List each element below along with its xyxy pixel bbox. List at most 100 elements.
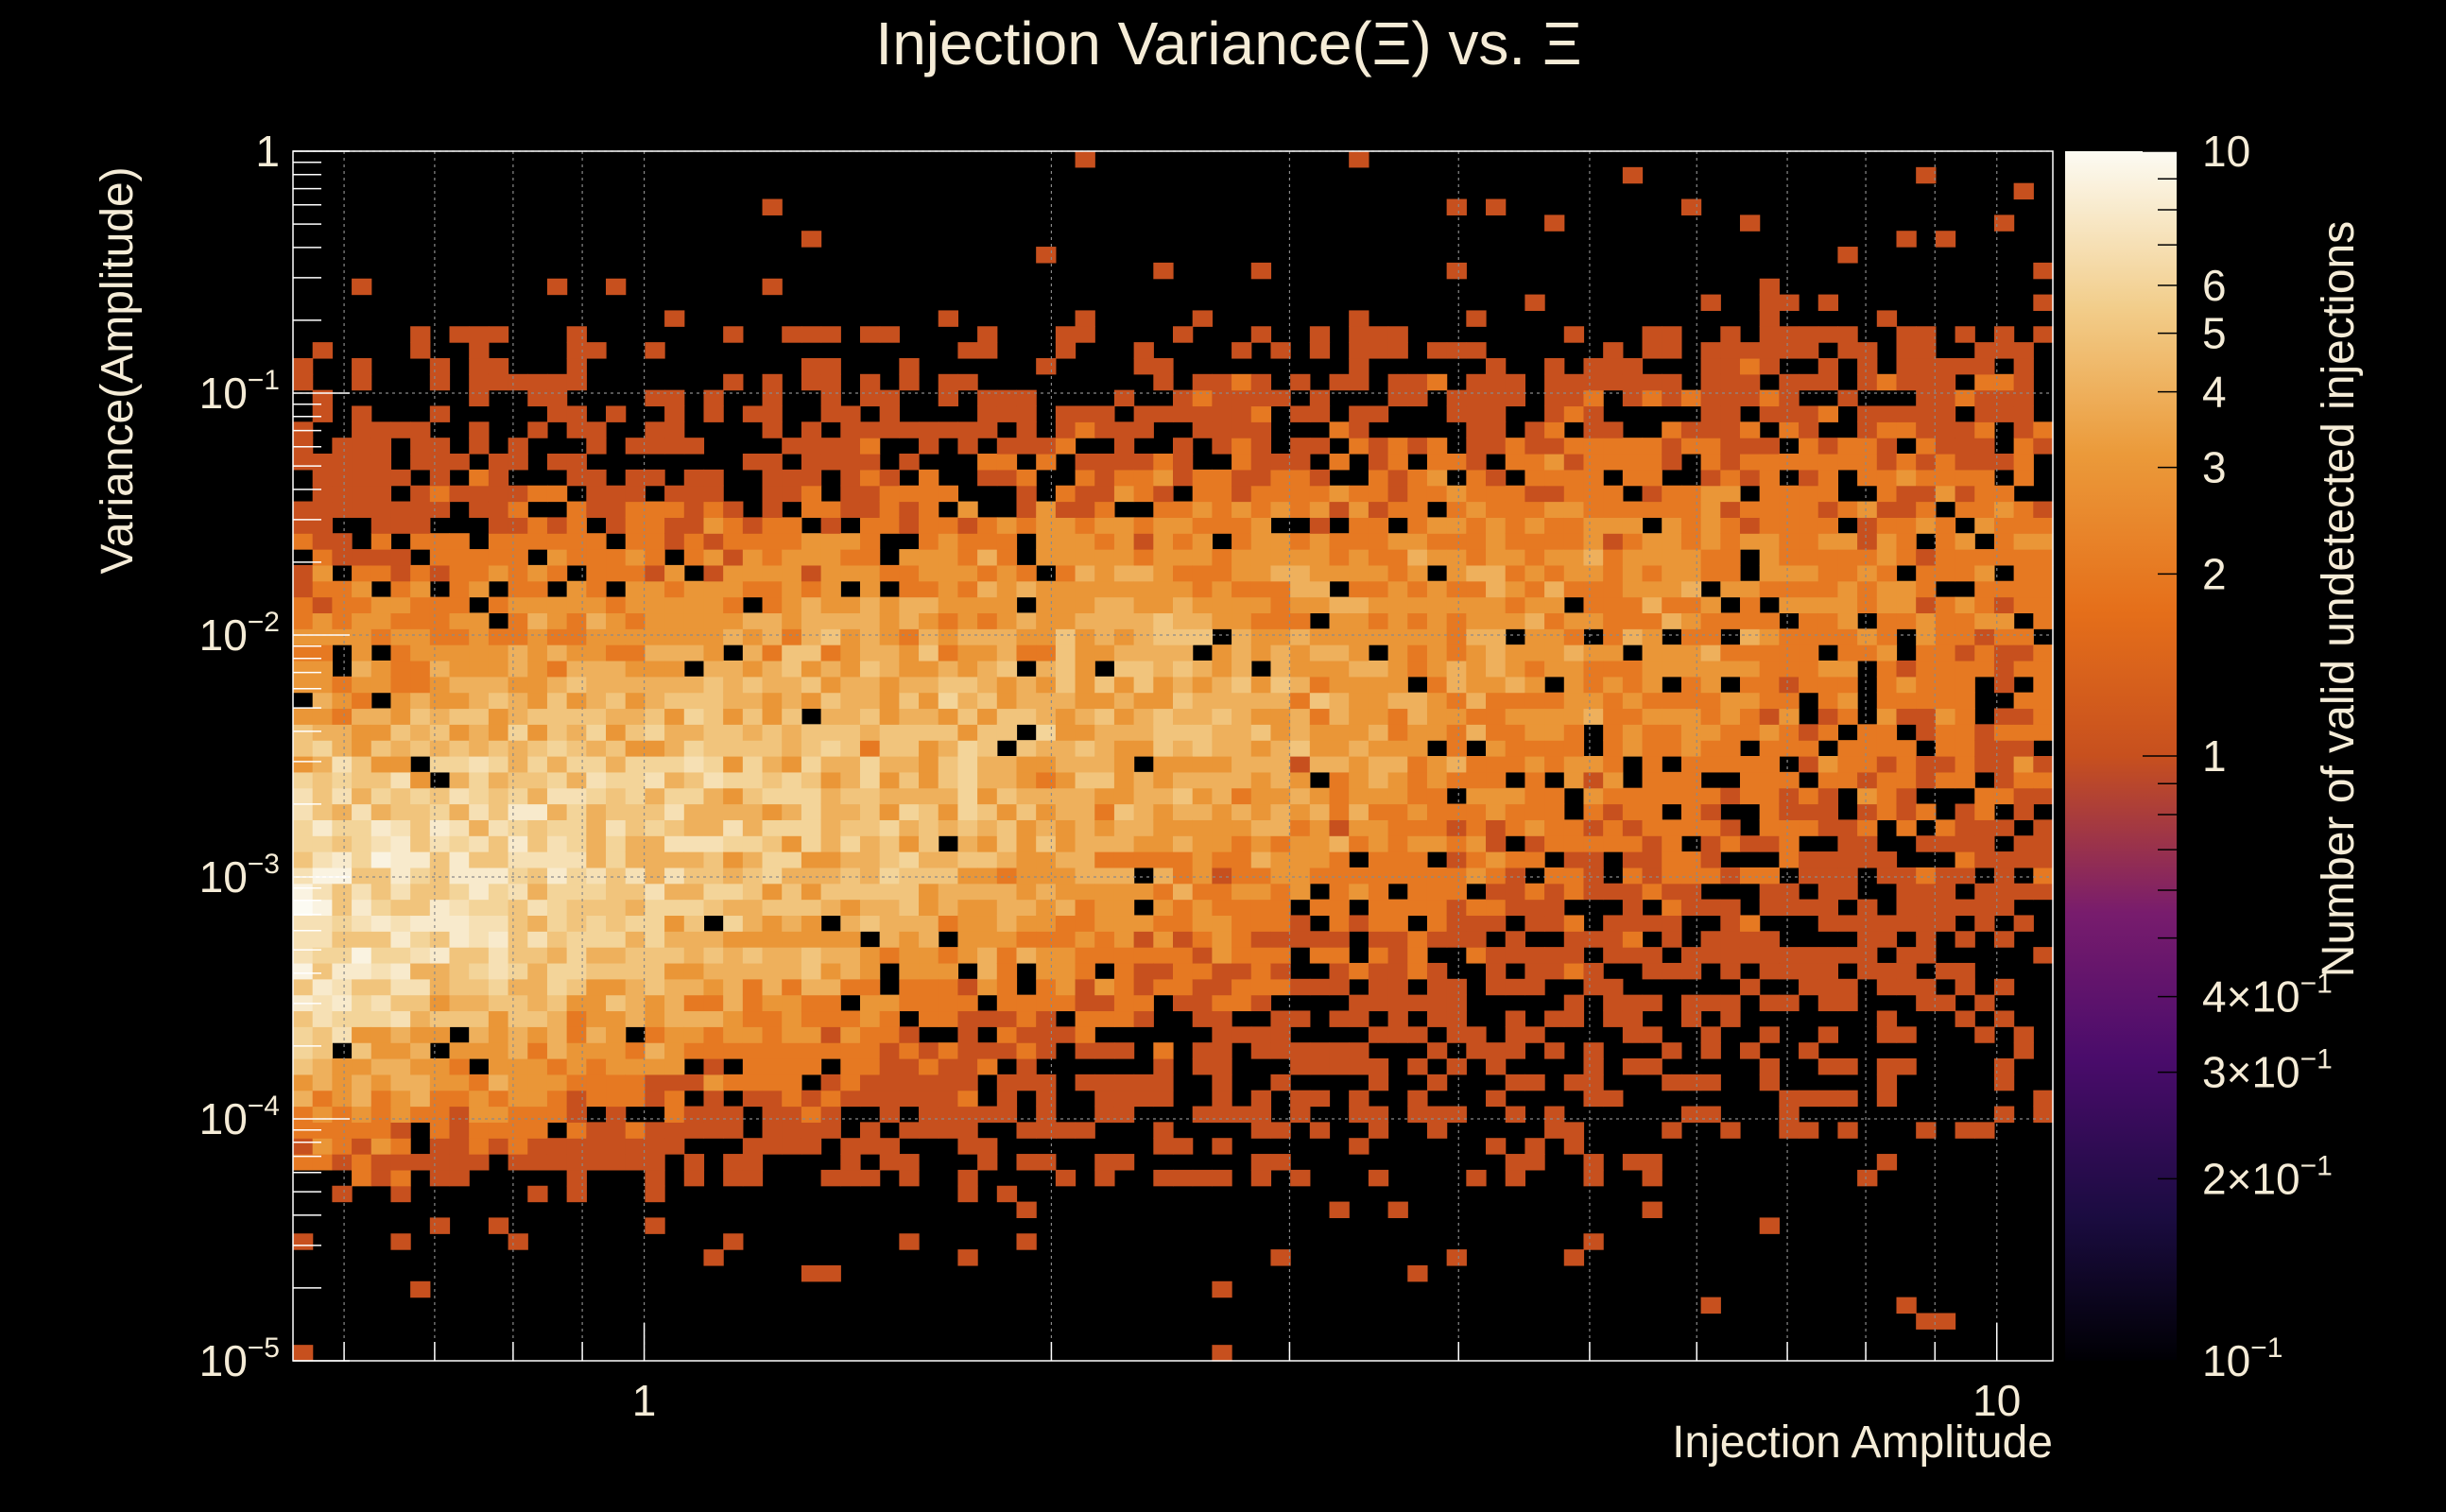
heat-cell [429, 851, 451, 868]
heat-cell [1486, 771, 1507, 789]
heat-cell [1153, 851, 1174, 868]
heat-cell [1563, 1138, 1585, 1155]
heat-cell [1974, 883, 1995, 901]
heat-cell [1700, 1106, 1721, 1123]
heat-cell [1250, 1026, 1272, 1043]
heat-cell [1974, 580, 1995, 598]
heat-cell [566, 676, 587, 694]
heat-cell [352, 740, 372, 757]
heat-cell [919, 835, 939, 852]
heat-cell [1232, 438, 1252, 455]
heat-cell [1309, 851, 1331, 868]
heat-cell [1955, 771, 1975, 789]
heat-cell [1662, 517, 1682, 534]
heat-cell [801, 501, 822, 518]
heat-cell [1563, 564, 1585, 582]
heat-cell [1700, 724, 1721, 741]
heat-cell [1192, 660, 1213, 678]
heat-cell [332, 851, 353, 868]
heat-cell [1036, 580, 1057, 598]
heat-cell [1680, 708, 1702, 725]
heat-cell [820, 1010, 841, 1027]
heat-cell [1192, 485, 1213, 503]
heat-cell [566, 787, 587, 805]
heat-cell [1133, 644, 1154, 662]
heat-cell [977, 549, 998, 566]
heat-cell [1622, 1026, 1644, 1043]
heat-cell [508, 438, 528, 455]
heat-cell [820, 931, 841, 948]
heat-cell [1212, 580, 1232, 598]
heat-cell [1505, 1074, 1525, 1091]
heat-cell [586, 644, 607, 662]
heat-cell [586, 756, 607, 773]
heat-cell [1700, 994, 1721, 1012]
heat-cell [2033, 326, 2054, 343]
heat-cell [703, 469, 724, 487]
heat-cell [527, 931, 548, 948]
heat-cell [410, 1074, 431, 1091]
heat-cell [1955, 485, 1975, 503]
heat-cell [1055, 931, 1077, 948]
heat-cell [645, 676, 665, 694]
heat-cell [1349, 660, 1369, 678]
heat-cell [1993, 708, 2015, 725]
heat-cell [293, 1138, 314, 1155]
heat-cell [469, 1154, 490, 1171]
heat-cell [1113, 1042, 1135, 1059]
heat-cell [370, 962, 392, 980]
heat-cell [1387, 740, 1408, 757]
heat-cell [352, 501, 372, 518]
heat-cell [625, 1042, 646, 1059]
heat-cell [859, 1090, 881, 1108]
heat-cell [469, 883, 490, 901]
heat-cell [683, 724, 705, 741]
heat-cell [899, 1122, 920, 1139]
heat-cell [488, 1074, 509, 1091]
heat-cell [1583, 803, 1604, 820]
heat-cell [1250, 644, 1272, 662]
heat-cell [312, 899, 333, 917]
heat-cell [1349, 501, 1369, 518]
heat-cell [1680, 724, 1702, 741]
heat-cell [1387, 644, 1408, 662]
heat-cell [762, 644, 783, 662]
heat-cell [1016, 931, 1037, 948]
heat-cell [1563, 644, 1585, 662]
heat-cell [410, 501, 431, 518]
heat-cell [782, 978, 802, 996]
heat-cell [957, 628, 978, 645]
heat-cell [586, 708, 607, 725]
heat-cell [1603, 357, 1624, 375]
heat-cell [1094, 1010, 1115, 1027]
heat-cell [1368, 549, 1389, 566]
heat-cell [1486, 373, 1507, 391]
heat-cell [996, 533, 1018, 550]
heat-cell [1075, 787, 1095, 805]
heat-cell [938, 676, 959, 694]
heat-cell [820, 1106, 841, 1123]
heat-cell [1524, 708, 1545, 725]
heat-cell [1896, 469, 1917, 487]
heat-cell [1407, 1264, 1428, 1282]
heat-cell [488, 564, 509, 582]
heat-cell [664, 1042, 685, 1059]
heat-cell [703, 724, 724, 741]
heat-cell [1603, 676, 1624, 694]
heat-cell [1368, 596, 1389, 614]
heat-cell [1290, 931, 1311, 948]
heat-cell [1133, 787, 1154, 805]
heat-cell [645, 994, 665, 1012]
heat-cell [1113, 962, 1135, 980]
heat-cell [1974, 724, 1995, 741]
heat-cell [1232, 342, 1252, 359]
heat-cell [1153, 469, 1174, 487]
heat-cell [1036, 628, 1057, 645]
heat-cell [723, 596, 744, 614]
heat-cell [390, 931, 411, 948]
heat-cell [1622, 692, 1644, 710]
heat-cell [1544, 438, 1565, 455]
heat-cell [1837, 580, 1858, 598]
heat-cell [1955, 326, 1975, 343]
heat-cell [488, 756, 509, 773]
